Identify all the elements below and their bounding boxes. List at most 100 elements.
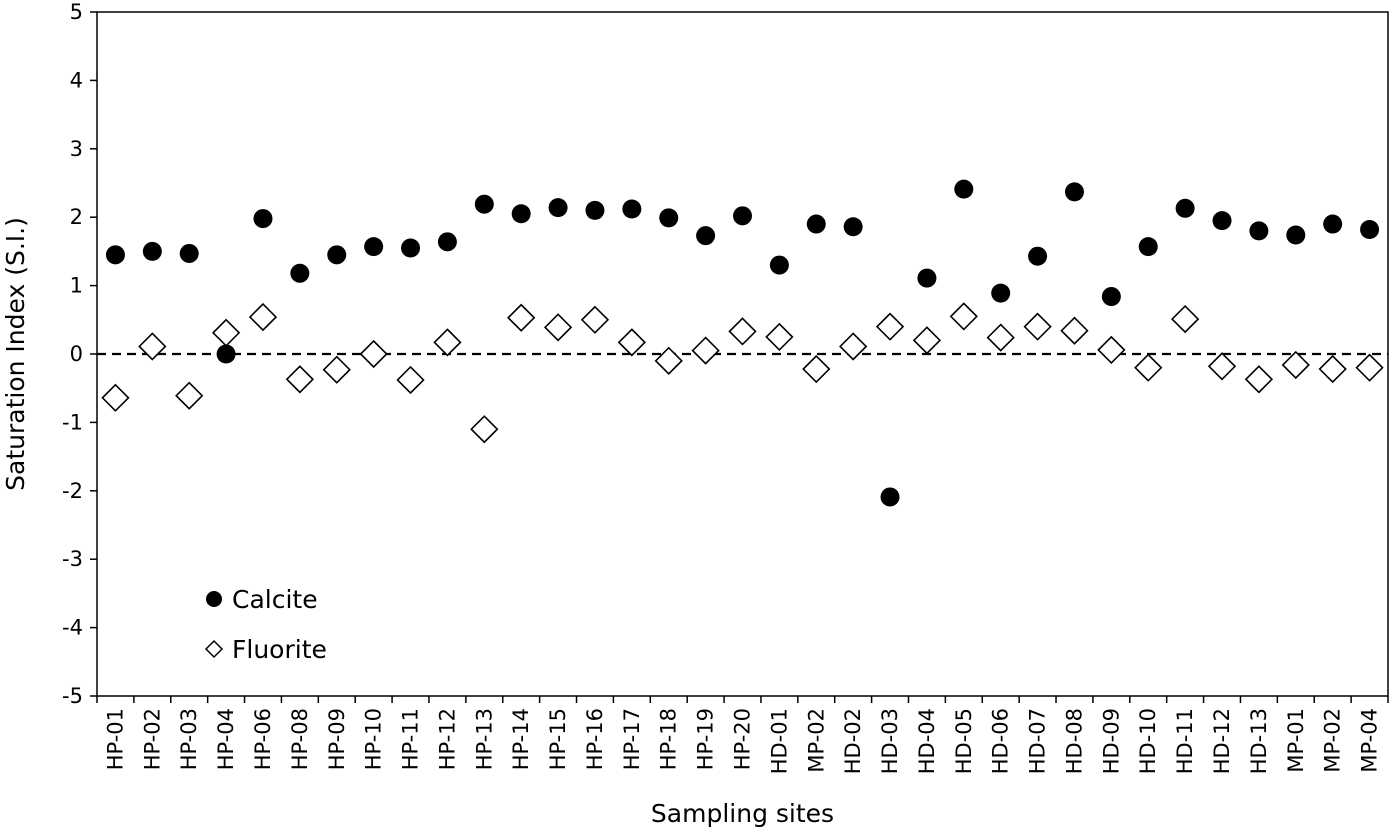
x-tick-label: HD-12 (1210, 708, 1234, 774)
calcite-point (290, 263, 310, 283)
x-tick-label: HP-04 (214, 708, 238, 770)
fluorite-point (802, 354, 831, 384)
fluorite-point (322, 355, 351, 384)
fluorite-point (912, 326, 942, 355)
calcite-point (1101, 287, 1121, 307)
fluorite-point (543, 313, 573, 342)
x-tick-label: HD-05 (952, 708, 976, 774)
x-axis-ticks: HP-01 HP-02 HP-03 HP-04 HP-06 HP-08 HP-09 HP-10… (96, 696, 1389, 774)
calcite-point (1360, 220, 1380, 240)
y-axis-title: Saturation Index (S.I.) (1, 217, 30, 491)
x-tick-label: HP-11 (399, 708, 423, 770)
calcite-point (364, 237, 384, 257)
x-tick-label: HD-01 (767, 708, 791, 774)
fluorite-point (617, 328, 646, 357)
data-points (101, 179, 1384, 507)
x-tick-label: HD-13 (1247, 708, 1271, 774)
legend: Calcite Fluorite (204, 585, 327, 664)
calcite-point (179, 243, 199, 263)
calcite-point (142, 241, 162, 261)
x-tick-label: HP-17 (620, 708, 644, 770)
x-tick-label: HP-03 (177, 708, 201, 770)
x-tick-label: MP-04 (1358, 708, 1382, 773)
x-tick-label: HD-09 (1099, 708, 1123, 774)
y-tick-label: 2 (70, 205, 83, 229)
calcite-point (216, 344, 236, 364)
x-tick-label: HP-13 (472, 708, 496, 770)
fluorite-point (986, 323, 1015, 352)
calcite-point (1175, 198, 1195, 218)
calcite-point (954, 179, 974, 199)
fluorite-point (1355, 353, 1384, 382)
fluorite-point (359, 339, 388, 369)
x-tick-label: HD-04 (915, 708, 939, 774)
fluorite-point (875, 312, 905, 341)
calcite-point (474, 194, 494, 214)
fluorite-point (175, 381, 204, 410)
fluorite-point (839, 332, 868, 361)
fluorite-point (138, 332, 167, 361)
x-tick-label: HP-08 (288, 708, 312, 770)
calcite-point (843, 217, 863, 237)
x-tick-label: HD-06 (989, 708, 1013, 774)
calcite-point (548, 198, 568, 218)
calcite-point (1249, 221, 1269, 241)
fluorite-point (1281, 350, 1310, 380)
x-tick-label: MP-02 (804, 708, 828, 773)
calcite-point (1323, 214, 1343, 234)
x-tick-label: HP-06 (251, 708, 275, 770)
fluorite-point (949, 302, 978, 331)
x-tick-label: HD-02 (841, 708, 865, 774)
calcite-point (1138, 237, 1158, 257)
y-tick-label: 1 (70, 274, 83, 298)
x-tick-label: HP-18 (657, 708, 681, 770)
x-tick-label: HP-10 (362, 708, 386, 770)
fluorite-point (1170, 304, 1200, 334)
fluorite-point (654, 346, 683, 375)
y-tick-label: 3 (70, 137, 83, 161)
x-tick-label: HD-03 (878, 708, 902, 774)
fluorite-point (433, 328, 462, 357)
fluorite-point (507, 303, 536, 332)
fluorite-point (691, 336, 720, 365)
fluorite-point (728, 317, 757, 346)
fluorite-point (1023, 312, 1052, 341)
fluorite-point (470, 415, 499, 444)
x-tick-label: HP-01 (103, 708, 127, 770)
x-tick-label: HP-14 (509, 708, 533, 770)
y-tick-label: 4 (70, 68, 83, 92)
x-tick-label: HP-15 (546, 708, 570, 770)
calcite-point (659, 208, 679, 228)
calcite-point (437, 232, 457, 252)
calcite-point (806, 214, 826, 234)
fluorite-point (580, 305, 610, 334)
y-tick-label: -3 (62, 547, 83, 571)
x-tick-label: HP-02 (140, 708, 164, 770)
y-tick-label: 0 (70, 342, 83, 366)
x-tick-label: HP-19 (694, 708, 718, 770)
calcite-point (1064, 182, 1084, 202)
calcite-point (1286, 225, 1306, 245)
x-tick-label: MP-02 (1321, 708, 1345, 773)
fluorite-point (1207, 352, 1237, 381)
x-tick-label: HP-16 (583, 708, 607, 770)
calcite-point (585, 200, 605, 220)
fluorite-point (101, 383, 130, 412)
y-tick-label: -2 (62, 479, 83, 503)
calcite-point (769, 255, 789, 275)
x-tick-label: HP-09 (325, 708, 349, 770)
x-tick-label: HD-10 (1136, 708, 1160, 774)
fluorite-point (396, 365, 425, 395)
fluorite-point (765, 322, 794, 352)
x-tick-label: HD-11 (1173, 708, 1197, 774)
x-tick-label: HD-07 (1026, 708, 1050, 774)
y-tick-label: -4 (62, 616, 83, 640)
fluorite-point (1244, 365, 1274, 394)
calcite-point (917, 268, 937, 288)
calcite-point (733, 206, 752, 226)
calcite-point (880, 487, 900, 507)
x-tick-label: MP-01 (1284, 708, 1308, 773)
x-axis-title: Sampling sites (651, 799, 834, 828)
calcite-point (1028, 246, 1048, 266)
